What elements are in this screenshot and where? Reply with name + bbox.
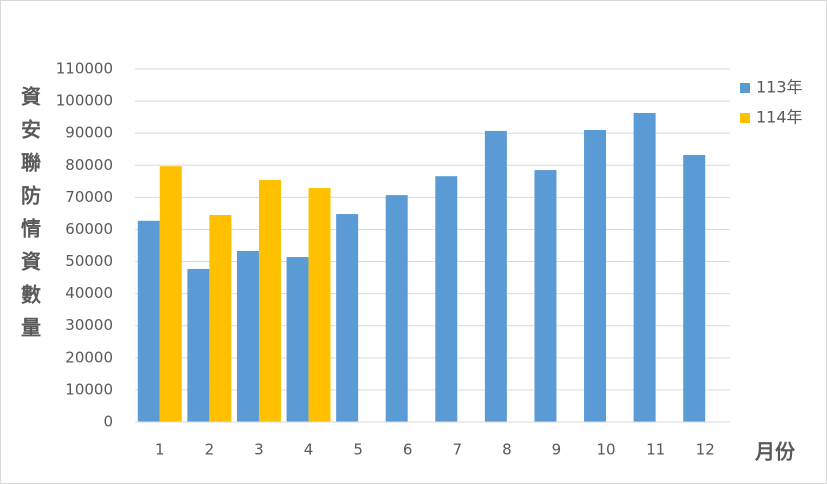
- bar: [187, 268, 210, 422]
- y-tick-label: 50000: [65, 252, 113, 270]
- bar: [484, 130, 507, 422]
- legend-label: 113年: [756, 78, 803, 97]
- x-tick-label: 9: [552, 441, 562, 459]
- bar: [308, 188, 331, 422]
- x-axis-title: 月份: [754, 440, 796, 464]
- x-tick-label: 3: [254, 441, 264, 459]
- x-tick-label: 7: [453, 441, 463, 459]
- x-tick-label: 8: [502, 441, 512, 459]
- x-tick-label: 4: [304, 441, 314, 459]
- bar: [435, 176, 458, 422]
- x-tick-label: 6: [403, 441, 413, 459]
- y-tick-label: 70000: [65, 188, 113, 206]
- y-tick-label: 0: [103, 413, 113, 431]
- bar: [683, 155, 706, 422]
- x-tick-label: 5: [353, 441, 363, 459]
- y-tick-label: 80000: [65, 156, 113, 174]
- legend-label: 114年: [756, 108, 803, 127]
- bar: [385, 195, 408, 422]
- y-tick-label: 110000: [56, 60, 113, 78]
- bar: [584, 129, 607, 423]
- x-tick-label: 11: [646, 441, 665, 459]
- legend-swatch: [740, 83, 750, 93]
- y-tick-label: 10000: [65, 380, 113, 398]
- legend-swatch: [740, 113, 750, 123]
- x-tick-label: 1: [155, 441, 165, 459]
- bar: [159, 166, 182, 422]
- y-tick-label: 40000: [65, 284, 113, 302]
- bar: [209, 215, 232, 422]
- y-tick-label: 100000: [56, 92, 113, 110]
- bar: [137, 220, 160, 422]
- y-axis-title: 資安聯防情資數量: [18, 85, 42, 350]
- x-tick-label: 10: [596, 441, 615, 459]
- x-tick-label: 12: [696, 441, 715, 459]
- y-tick-label: 90000: [65, 124, 113, 142]
- y-tick-label: 60000: [65, 220, 113, 238]
- bar: [336, 214, 359, 422]
- y-tick-label: 30000: [65, 316, 113, 334]
- bar: [633, 112, 656, 423]
- bar: [534, 170, 557, 422]
- y-tick-label: 20000: [65, 348, 113, 366]
- bar: [258, 180, 281, 422]
- bar: [236, 250, 259, 422]
- bar: [286, 257, 309, 422]
- x-tick-label: 2: [205, 441, 215, 459]
